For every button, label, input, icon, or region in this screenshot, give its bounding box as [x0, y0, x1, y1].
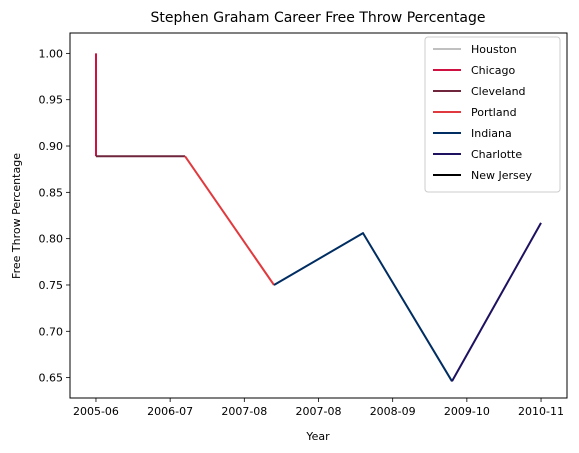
x-tick-label: 2009-10: [444, 405, 490, 418]
series-layer: [95, 53, 542, 382]
x-tick-label: 2010-11: [518, 405, 564, 418]
y-tick-label: 0.75: [39, 279, 64, 292]
y-tick-label: 0.70: [39, 325, 64, 338]
series-line-4: [273, 232, 453, 382]
x-tick-label: 2006-07: [147, 405, 193, 418]
legend-label: Cleveland: [471, 85, 526, 98]
y-axis-label: Free Throw Percentage: [10, 153, 23, 279]
y-tick-label: 0.80: [39, 233, 64, 246]
plot-frame: [69, 32, 568, 399]
series-line-5: [451, 222, 542, 382]
y-tick-label: 0.95: [39, 94, 64, 107]
x-tick-label: 2005-06: [73, 405, 119, 418]
legend-entries: Houston Chicago Cleveland Portland Indiana Ch…: [433, 43, 533, 182]
legend-label: Portland: [471, 106, 517, 119]
series-line-3: [184, 155, 275, 286]
y-tick-label: 0.85: [39, 186, 64, 199]
x-tick-label: 2007-08: [221, 405, 267, 418]
y-tick-label: 0.65: [39, 372, 64, 385]
legend: Houston Chicago Cleveland Portland Indiana Ch…: [424, 36, 561, 193]
legend-label: Houston: [471, 43, 517, 56]
x-tick-label: 2007-08: [296, 405, 342, 418]
ticks-layer: 2005-06 2006-07 2007-08 2007-08 2008-09 2009-…: [39, 47, 565, 418]
legend-label: New Jersey: [471, 169, 533, 182]
y-tick-label: 0.90: [39, 140, 64, 153]
y-tick-label: 1.00: [39, 47, 64, 60]
x-tick-label: 2008-09: [370, 405, 416, 418]
legend-label: Charlotte: [471, 148, 522, 161]
legend-label: Chicago: [471, 64, 515, 77]
chart-title: Stephen Graham Career Free Throw Percent…: [151, 10, 486, 26]
x-axis-label: Year: [305, 430, 330, 443]
legend-label: Indiana: [471, 127, 512, 140]
